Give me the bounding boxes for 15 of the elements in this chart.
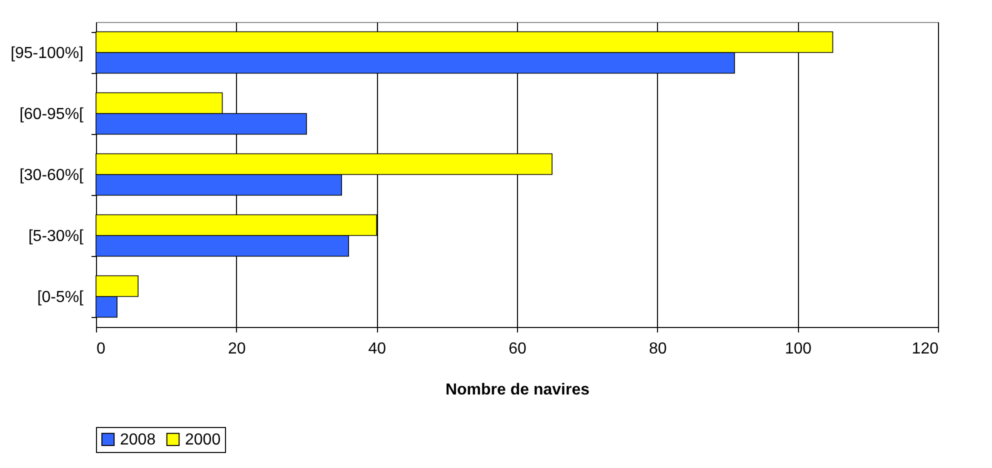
y-tick-label: [5-30%[ [28,228,84,245]
x-tick-label: 60 [508,340,526,358]
y-tick-label: [30-60%[ [19,167,84,184]
x-tick-label: 0 [96,340,106,358]
y-tick-label: [0-5%[ [37,289,84,306]
x-tick-label: 40 [368,340,386,358]
x-tick-label: 20 [228,340,246,358]
legend-label: 2000 [185,431,221,448]
x-tick-label: 80 [648,340,667,358]
y-tick-label: [60-95%[ [19,106,84,123]
legend-label: 2008 [120,431,156,448]
x-tick-label: 120 [912,340,939,358]
y-tick-label: [95-100%] [10,45,84,62]
x-tick-label: 100 [784,340,812,358]
x-axis-title: Nombre de navires [445,382,590,398]
